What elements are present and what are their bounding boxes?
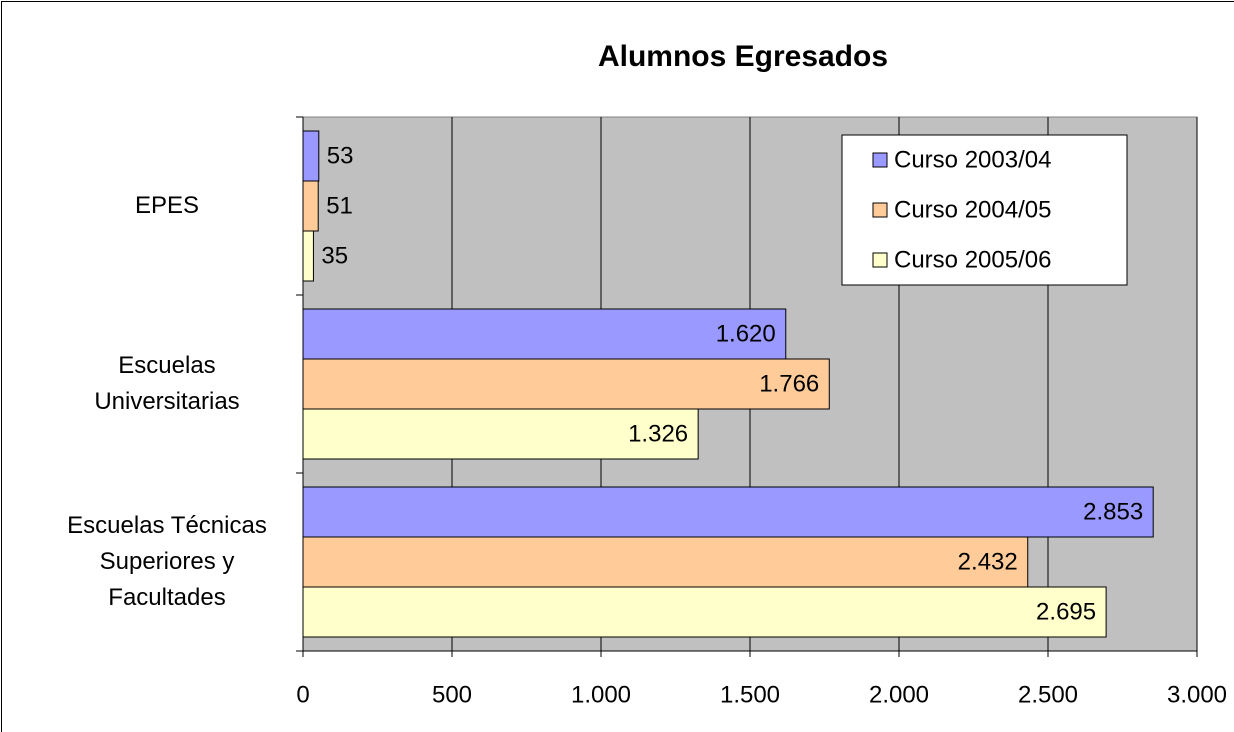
- data-label: 2.695: [1036, 598, 1096, 625]
- bar: [302, 486, 1154, 538]
- legend-swatch: [872, 252, 888, 268]
- legend-label: Curso 2005/06: [894, 246, 1051, 273]
- y-tick-label: Escuelas Universitarias: [94, 352, 240, 415]
- x-tick-label: 3.000: [1167, 681, 1227, 708]
- data-label: 2.432: [958, 548, 1018, 575]
- x-tick-label: 1.000: [571, 681, 631, 708]
- legend-label: Curso 2003/04: [894, 146, 1051, 173]
- y-tick-label: Escuelas Técnicas Superiores y Facultade…: [67, 512, 267, 611]
- bar: [302, 180, 319, 232]
- y-tick-label: EPES: [134, 192, 200, 219]
- legend: [841, 134, 1128, 286]
- data-label: 1.620: [716, 320, 776, 347]
- bar: [302, 230, 314, 282]
- bar: [302, 308, 787, 360]
- x-tick-label: 2.000: [869, 681, 929, 708]
- legend-swatch: [872, 202, 888, 218]
- x-tick-label: 0: [296, 681, 309, 708]
- data-label: 2.853: [1083, 498, 1143, 525]
- bar: [302, 586, 1107, 638]
- data-label: 35: [321, 242, 348, 269]
- x-tick-label: 500: [432, 681, 472, 708]
- legend-label: Curso 2004/05: [894, 196, 1051, 223]
- data-label: 51: [326, 192, 353, 219]
- bar: [302, 408, 699, 460]
- chart-title: Alumnos Egresados: [598, 40, 888, 73]
- x-tick-label: 1.500: [720, 681, 780, 708]
- bar: [302, 130, 320, 182]
- data-label: 1.766: [759, 370, 819, 397]
- data-label: 53: [327, 142, 354, 169]
- legend-swatch: [872, 152, 888, 168]
- x-tick-label: 2.500: [1018, 681, 1078, 708]
- bar: [302, 358, 830, 410]
- bar: [302, 536, 1029, 588]
- data-label: 1.326: [628, 420, 688, 447]
